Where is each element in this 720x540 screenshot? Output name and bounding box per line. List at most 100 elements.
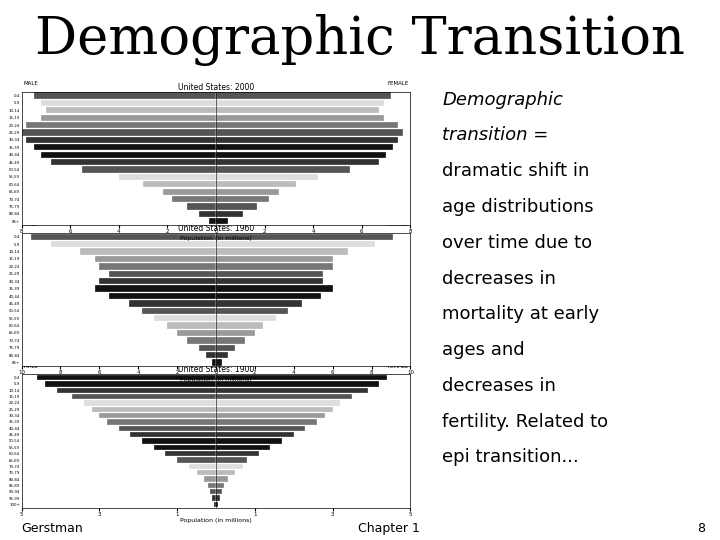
Bar	[216, 264, 333, 269]
Bar	[216, 256, 333, 262]
Bar	[177, 330, 216, 336]
Bar	[96, 256, 216, 262]
Bar	[216, 293, 321, 299]
Bar	[99, 413, 216, 418]
Bar	[50, 241, 216, 247]
Bar	[207, 352, 216, 359]
Bar	[216, 388, 368, 393]
Bar	[216, 271, 323, 277]
Bar	[99, 278, 216, 285]
Bar	[31, 234, 216, 240]
Bar	[216, 218, 228, 225]
Bar	[187, 338, 216, 343]
Text: ages and: ages and	[442, 341, 525, 359]
Bar	[216, 338, 245, 343]
Bar	[216, 130, 403, 136]
Bar	[212, 495, 216, 501]
Bar	[216, 426, 305, 431]
Bar	[216, 375, 387, 380]
Bar	[216, 107, 379, 113]
Bar	[216, 394, 352, 399]
X-axis label: Population (in millions): Population (in millions)	[180, 235, 252, 240]
Bar	[216, 330, 255, 336]
Bar	[34, 144, 216, 151]
Bar	[216, 502, 218, 507]
Bar	[216, 483, 224, 488]
Text: dramatic shift in: dramatic shift in	[442, 162, 590, 180]
Bar	[167, 322, 216, 329]
Bar	[204, 476, 216, 482]
Bar	[172, 196, 216, 202]
Text: Demographic Transition: Demographic Transition	[35, 14, 685, 65]
Bar	[189, 464, 216, 469]
Bar	[214, 502, 216, 507]
Bar	[216, 211, 243, 217]
Title: United States: 2000: United States: 2000	[178, 83, 254, 92]
Text: mortality at early: mortality at early	[442, 305, 599, 323]
Bar	[80, 248, 216, 255]
Bar	[143, 181, 216, 187]
Bar	[163, 188, 216, 195]
Text: over time due to: over time due to	[442, 234, 593, 252]
Bar	[216, 114, 384, 121]
Text: FEMALE: FEMALE	[387, 222, 408, 227]
Bar	[216, 166, 350, 173]
Text: age distributions: age distributions	[442, 198, 594, 216]
Bar	[216, 400, 341, 406]
Bar	[216, 495, 220, 501]
Text: FEMALE: FEMALE	[387, 81, 408, 86]
Bar	[82, 166, 216, 173]
Bar	[216, 181, 296, 187]
Bar	[119, 174, 216, 180]
Bar	[22, 130, 216, 136]
Bar	[166, 451, 216, 456]
Bar	[210, 489, 216, 495]
Bar	[41, 114, 216, 121]
Bar	[216, 432, 294, 437]
Bar	[128, 300, 216, 307]
Bar	[216, 451, 258, 456]
Text: Demographic: Demographic	[442, 91, 563, 109]
Bar	[216, 188, 279, 195]
Bar	[34, 92, 216, 99]
Bar	[91, 407, 216, 412]
Bar	[199, 345, 216, 351]
Bar	[209, 218, 216, 225]
Text: FEMALE: FEMALE	[387, 364, 408, 369]
Bar	[216, 352, 228, 359]
Bar	[216, 159, 379, 165]
Bar	[216, 315, 276, 321]
Title: United States: 1960: United States: 1960	[178, 224, 254, 233]
Bar	[216, 360, 222, 366]
Bar	[216, 286, 333, 292]
Bar	[216, 407, 333, 412]
Bar	[208, 483, 216, 488]
Bar	[216, 300, 302, 307]
Bar	[216, 438, 282, 444]
Bar	[187, 204, 216, 210]
Bar	[177, 457, 216, 463]
Bar	[216, 322, 263, 329]
Bar	[216, 122, 398, 128]
Bar	[27, 137, 216, 143]
Text: MALE: MALE	[24, 222, 38, 227]
Text: MALE: MALE	[24, 81, 38, 86]
Bar	[130, 432, 216, 437]
Bar	[154, 444, 216, 450]
Bar	[142, 438, 216, 444]
Bar	[72, 394, 216, 399]
Bar	[41, 100, 216, 106]
Text: decreases in: decreases in	[442, 377, 556, 395]
Bar	[216, 248, 348, 255]
Bar	[199, 211, 216, 217]
Title: United States: 1900: United States: 1900	[178, 366, 254, 374]
Bar	[216, 413, 325, 418]
Bar	[84, 400, 216, 406]
Bar	[99, 264, 216, 269]
Bar	[142, 308, 216, 314]
Bar	[46, 107, 216, 113]
Bar	[216, 476, 228, 482]
Bar	[216, 489, 222, 495]
Bar	[45, 381, 216, 387]
Bar	[216, 444, 271, 450]
